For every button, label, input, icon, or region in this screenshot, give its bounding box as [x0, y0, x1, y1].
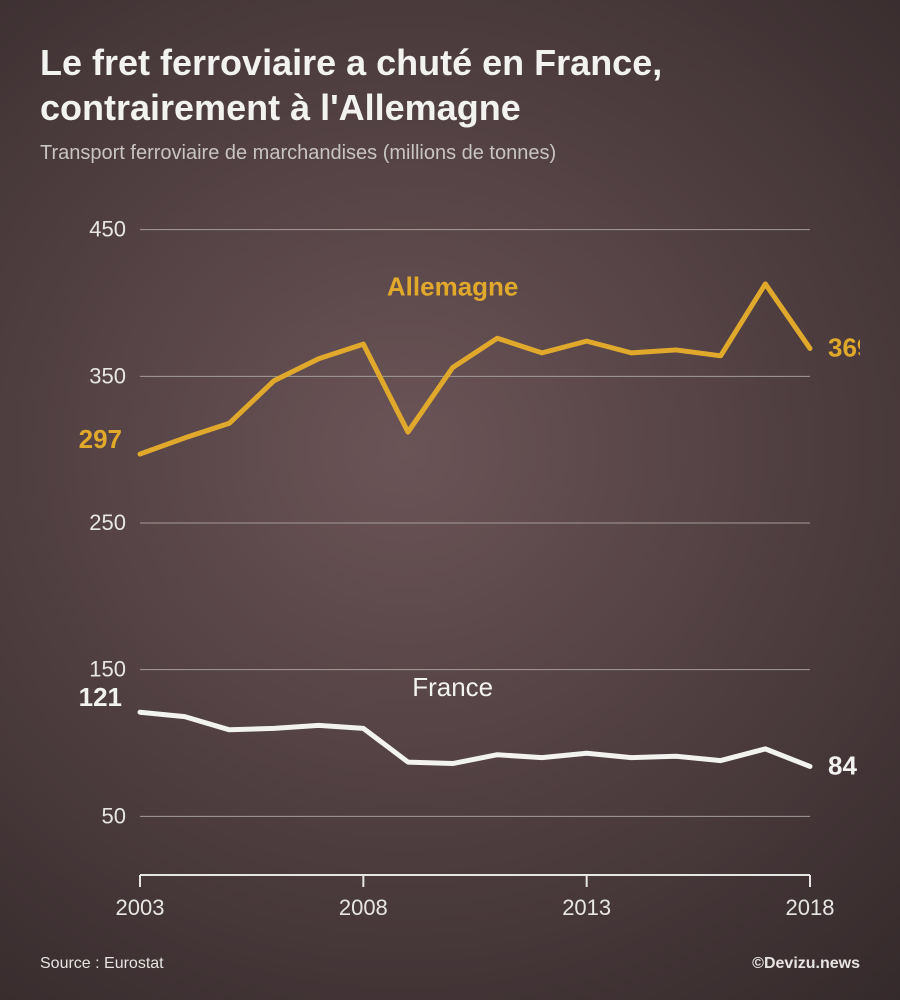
- series-line-france: [140, 712, 810, 766]
- svg-text:250: 250: [89, 510, 126, 535]
- svg-text:50: 50: [102, 803, 126, 828]
- svg-text:350: 350: [89, 363, 126, 388]
- svg-text:2003: 2003: [116, 895, 165, 920]
- svg-text:150: 150: [89, 657, 126, 682]
- end-value-france: 84: [828, 750, 857, 780]
- svg-text:2008: 2008: [339, 895, 388, 920]
- svg-text:2018: 2018: [786, 895, 835, 920]
- start-value-france: 121: [79, 682, 122, 712]
- credit-label: ©Devizu.news: [752, 955, 860, 973]
- series-line-allemagne: [140, 284, 810, 454]
- end-value-allemagne: 369: [828, 332, 860, 362]
- svg-text:450: 450: [89, 217, 126, 242]
- chart-footer: Source : Eurostat ©Devizu.news: [40, 955, 860, 973]
- chart-subtitle: Transport ferroviaire de marchandises (m…: [40, 142, 860, 165]
- chart-container: Le fret ferroviaire a chuté en France, c…: [0, 0, 900, 1000]
- source-label: Source : Eurostat: [40, 955, 164, 973]
- start-value-allemagne: 297: [79, 424, 122, 454]
- series-label-france: France: [412, 672, 493, 702]
- svg-text:2013: 2013: [562, 895, 611, 920]
- line-chart-svg: 50 150 250 350 450 2003 2008 2013 2018 Allemagne 2…: [40, 185, 860, 945]
- chart-area: 50 150 250 350 450 2003 2008 2013 2018 Allemagne 2…: [40, 185, 860, 945]
- chart-title: Le fret ferroviaire a chuté en France, c…: [40, 40, 860, 130]
- series-label-allemagne: Allemagne: [387, 272, 519, 302]
